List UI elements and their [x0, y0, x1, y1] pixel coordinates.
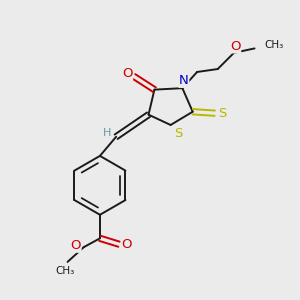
Text: O: O [121, 238, 132, 251]
Text: H: H [103, 128, 111, 138]
Text: CH₃: CH₃ [265, 40, 284, 50]
Text: O: O [70, 239, 81, 252]
Text: N: N [179, 74, 189, 87]
Text: S: S [218, 107, 226, 120]
Text: S: S [174, 127, 182, 140]
Text: O: O [122, 67, 133, 80]
Text: CH₃: CH₃ [55, 266, 74, 276]
Text: O: O [230, 40, 241, 53]
